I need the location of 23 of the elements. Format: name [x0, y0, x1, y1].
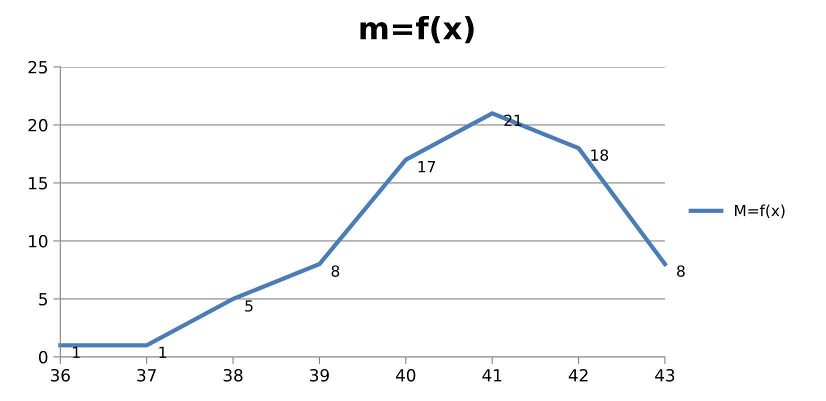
x-tick-label: 36: [50, 368, 70, 382]
y-tick-label: 25: [28, 60, 48, 74]
x-tick-label: 37: [137, 368, 156, 382]
data-label: 8: [677, 265, 685, 277]
x-tick-label: 38: [224, 368, 243, 382]
chart-title: m=f(x): [360, 16, 474, 44]
y-tick-label: 5: [39, 293, 48, 306]
x-tick-label: 39: [310, 368, 329, 382]
x-tick-label: 42: [568, 368, 588, 382]
data-label: 8: [332, 265, 340, 277]
x-tick-label: 43: [655, 368, 674, 382]
data-label: 18: [591, 149, 608, 161]
data-label: 5: [245, 300, 253, 312]
data-label: 1: [73, 346, 80, 358]
x-tick-label: 40: [396, 368, 416, 382]
legend-label: M=f(x): [735, 204, 785, 218]
y-tick-label: 15: [29, 177, 48, 190]
y-tick-label: 10: [29, 234, 48, 248]
y-tick-label: 0: [38, 350, 48, 364]
x-tick-label: 41: [482, 369, 502, 382]
data-label: 1: [159, 346, 166, 358]
y-tick-label: 20: [28, 118, 48, 132]
data-label: 17: [418, 161, 436, 172]
